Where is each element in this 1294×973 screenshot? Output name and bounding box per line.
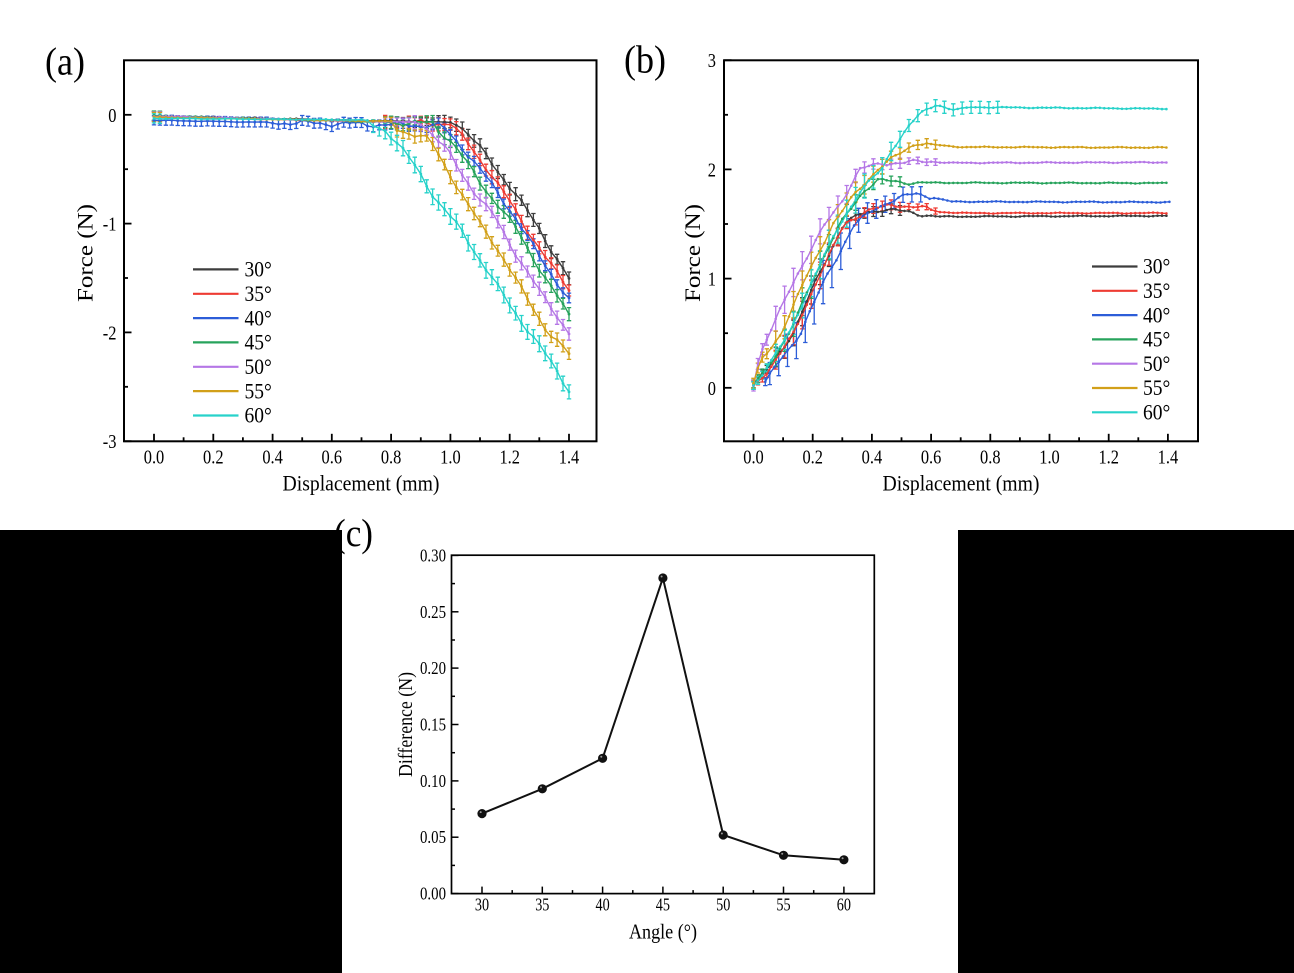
svg-text:1.0: 1.0 <box>440 447 461 469</box>
svg-text:0.00: 0.00 <box>420 884 446 904</box>
svg-text:0.8: 0.8 <box>381 447 402 469</box>
svg-text:2: 2 <box>708 159 716 181</box>
svg-text:45°: 45° <box>1143 327 1170 352</box>
svg-text:0.6: 0.6 <box>921 447 942 469</box>
svg-text:Displacement (mm): Displacement (mm) <box>883 471 1040 496</box>
svg-text:0.8: 0.8 <box>980 447 1001 469</box>
svg-text:(b): (b) <box>624 39 666 82</box>
svg-text:Difference (N): Difference (N) <box>395 672 417 777</box>
svg-text:1.4: 1.4 <box>1158 447 1179 469</box>
svg-text:0.0: 0.0 <box>743 447 764 469</box>
svg-text:Force (N): Force (N) <box>73 204 98 302</box>
svg-text:60: 60 <box>837 895 851 915</box>
svg-text:0.4: 0.4 <box>262 447 283 469</box>
svg-text:3: 3 <box>708 50 716 72</box>
svg-text:1.2: 1.2 <box>1098 447 1119 469</box>
svg-text:55°: 55° <box>1143 375 1170 400</box>
svg-text:Force (N): Force (N) <box>680 204 705 302</box>
svg-text:-1: -1 <box>103 214 117 236</box>
svg-text:35°: 35° <box>245 281 272 306</box>
svg-text:0.15: 0.15 <box>420 715 446 735</box>
svg-text:30: 30 <box>475 895 489 915</box>
svg-text:0.0: 0.0 <box>144 447 165 469</box>
svg-text:40: 40 <box>596 895 610 915</box>
svg-text:1.0: 1.0 <box>1039 447 1060 469</box>
svg-text:0.2: 0.2 <box>802 447 823 469</box>
svg-text:30°: 30° <box>245 257 272 282</box>
svg-text:30°: 30° <box>1143 254 1170 279</box>
svg-text:55°: 55° <box>245 378 272 403</box>
svg-text:-3: -3 <box>103 431 117 453</box>
svg-text:60°: 60° <box>1143 400 1170 425</box>
svg-text:40°: 40° <box>1143 302 1170 327</box>
svg-text:55: 55 <box>776 895 790 915</box>
svg-text:0.20: 0.20 <box>420 658 446 678</box>
svg-text:(c): (c) <box>334 512 373 555</box>
svg-text:45°: 45° <box>245 330 272 355</box>
svg-text:Displacement (mm): Displacement (mm) <box>283 471 440 496</box>
svg-text:Angle (°): Angle (°) <box>629 920 697 944</box>
svg-text:0: 0 <box>108 105 116 127</box>
svg-text:0.25: 0.25 <box>420 602 446 622</box>
svg-text:50°: 50° <box>1143 351 1170 376</box>
svg-text:60°: 60° <box>245 403 272 428</box>
svg-text:1: 1 <box>708 269 716 291</box>
svg-text:1.2: 1.2 <box>499 447 520 469</box>
svg-text:0.10: 0.10 <box>420 771 446 791</box>
svg-text:35°: 35° <box>1143 278 1170 303</box>
svg-text:0.05: 0.05 <box>420 827 446 847</box>
svg-text:0.30: 0.30 <box>420 545 446 565</box>
svg-text:-2: -2 <box>103 322 117 344</box>
svg-text:50°: 50° <box>245 354 272 379</box>
svg-text:50: 50 <box>716 895 730 915</box>
svg-text:35: 35 <box>535 895 549 915</box>
svg-text:0.2: 0.2 <box>203 447 224 469</box>
svg-text:0.6: 0.6 <box>322 447 343 469</box>
svg-text:45: 45 <box>656 895 670 915</box>
svg-text:(a): (a) <box>45 41 85 84</box>
svg-text:1.4: 1.4 <box>559 447 580 469</box>
svg-text:0.4: 0.4 <box>862 447 883 469</box>
svg-text:40°: 40° <box>245 305 272 330</box>
svg-text:0: 0 <box>708 378 716 400</box>
